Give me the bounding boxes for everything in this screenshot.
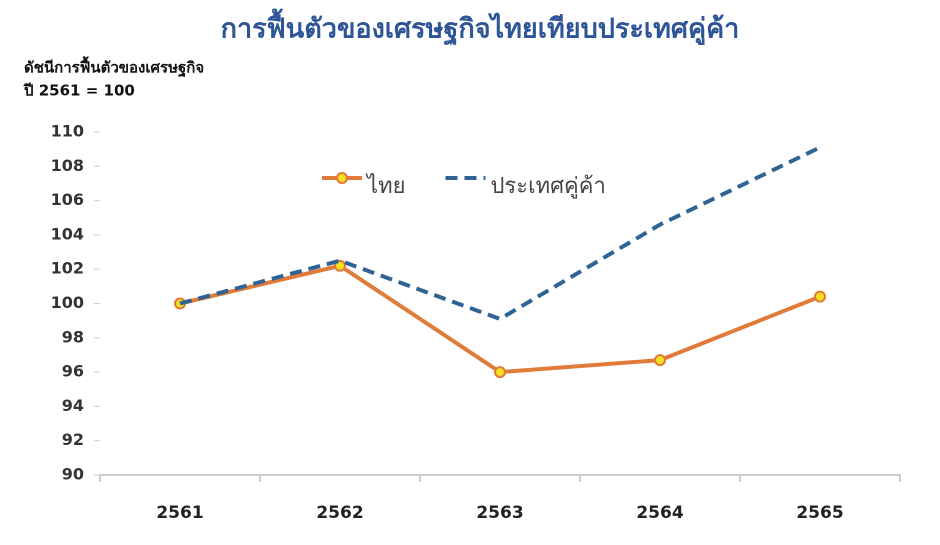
y-tick-label: 98 bbox=[62, 327, 84, 346]
y-tick-label: 90 bbox=[62, 465, 84, 484]
series-line bbox=[179, 263, 821, 375]
chart-title: การฟื้นตัวของเศรษฐกิจไทยเทียบประเทศคู่ค้… bbox=[221, 8, 740, 47]
y-tick-label: 108 bbox=[51, 156, 84, 175]
y-tick-label: 104 bbox=[51, 224, 84, 243]
legend-label: ไทย bbox=[365, 173, 405, 199]
y-axis-label: ดัชนีการฟื้นตัวของเศรษฐกิจ bbox=[24, 56, 204, 78]
y-tick-label: 102 bbox=[51, 259, 84, 278]
legend-label: ประเทศคู่ค้า bbox=[490, 174, 605, 199]
data-point bbox=[654, 354, 666, 367]
data-point bbox=[814, 290, 826, 303]
x-tick-label: 2561 bbox=[156, 503, 203, 523]
x-tick-label: 2562 bbox=[316, 503, 363, 523]
series-line bbox=[179, 145, 821, 322]
data-point bbox=[494, 366, 506, 379]
y-tick-label: 94 bbox=[62, 396, 84, 415]
legend-marker bbox=[336, 172, 348, 184]
y-axis-note: ปี 2561 = 100 bbox=[23, 82, 135, 100]
y-tick-label: 92 bbox=[62, 430, 84, 449]
x-tick-label: 2565 bbox=[796, 503, 843, 523]
y-tick-label: 96 bbox=[62, 362, 84, 381]
y-tick-label: 100 bbox=[51, 293, 84, 312]
y-tick-label: 106 bbox=[51, 190, 84, 209]
x-tick-label: 2564 bbox=[636, 503, 683, 523]
x-tick-label: 2563 bbox=[476, 503, 523, 523]
y-tick-label: 110 bbox=[51, 122, 84, 141]
